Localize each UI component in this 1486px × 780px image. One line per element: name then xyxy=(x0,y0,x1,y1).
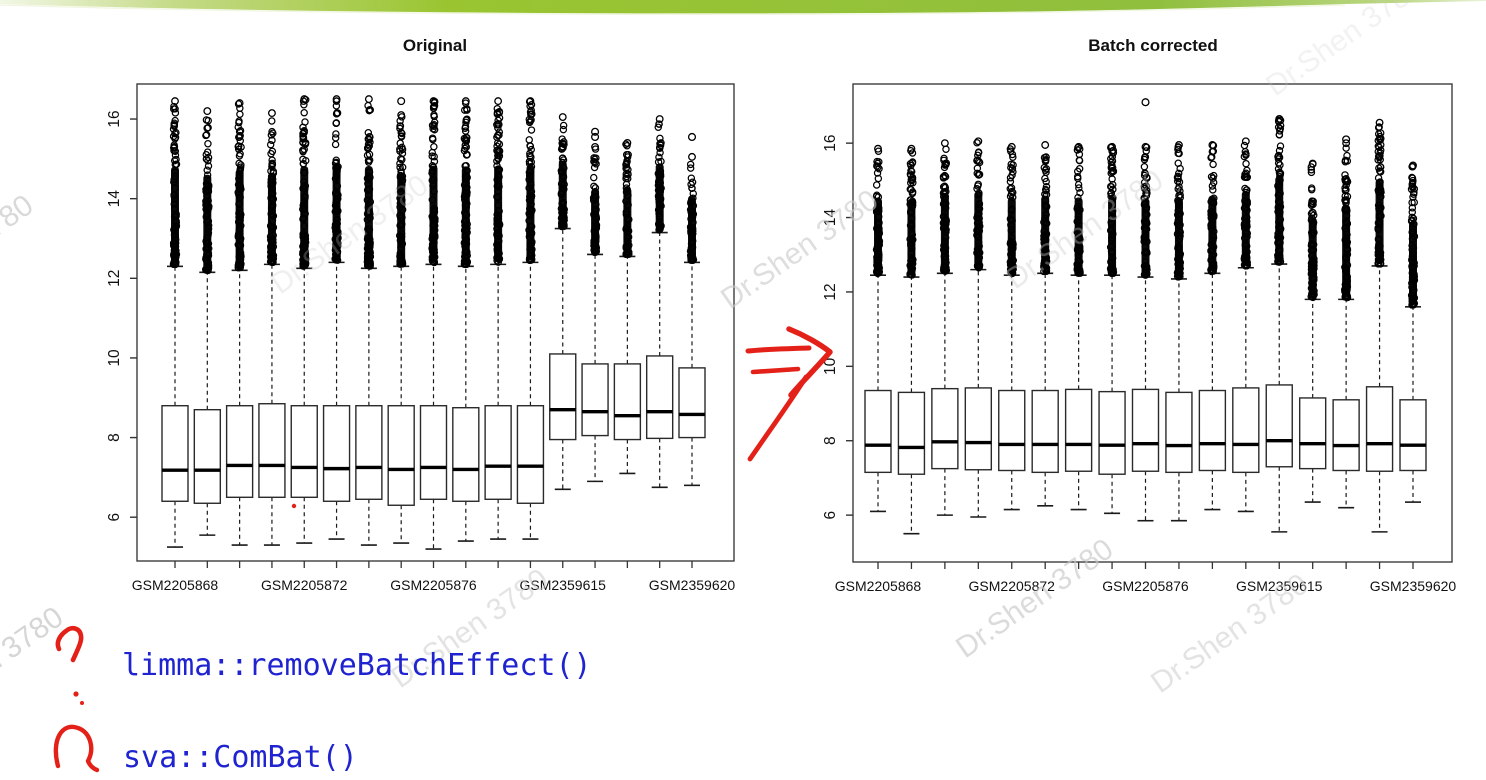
y-axis: 6 8 10 12 14 16 xyxy=(822,135,853,520)
green-swoosh-banner xyxy=(0,0,1486,16)
boxplot-canvas: 6 8 10 12 14 16 GSM2205868 GSM2205872 GSM2205876… xyxy=(822,83,1457,594)
boxplot-sample xyxy=(1399,161,1427,503)
boxplot-sample xyxy=(1098,142,1126,515)
x-tick-label: GSM2205876 xyxy=(390,577,477,593)
y-tick-label: 14 xyxy=(106,190,123,208)
y-tick-label: 6 xyxy=(106,513,123,522)
x-axis: GSM2205868 GSM2205872 GSM2205876 GSM2359615… xyxy=(835,562,1457,594)
y-tick-label: 12 xyxy=(822,283,839,300)
boxplot-sample xyxy=(419,97,448,550)
right-chart-title: Batch corrected xyxy=(1088,36,1218,55)
boxplot-sample xyxy=(549,113,577,491)
plot-border xyxy=(852,83,1453,563)
boxplot-sample xyxy=(355,95,383,546)
batch-corrected-boxplot-chart: 6 8 10 12 14 16 GSM2205868 GSM2205872 GSM2205876… xyxy=(780,20,1486,640)
boxplot-sample xyxy=(1198,141,1227,511)
boxplot-sample xyxy=(1031,141,1059,507)
boxplot-sample xyxy=(645,115,674,489)
boxplot-sample xyxy=(678,132,706,487)
y-tick-label: 16 xyxy=(106,110,123,127)
x-tick-label: GSM2205872 xyxy=(261,577,348,593)
code-limma-remove-batch-effect: limma::removeBatchEffect() xyxy=(122,648,592,683)
boxplot-sample xyxy=(964,137,993,518)
y-tick-label: 8 xyxy=(106,433,123,442)
x-tick-label: GSM2205876 xyxy=(1102,578,1189,594)
boxplot-sample xyxy=(1365,118,1394,533)
y-tick-label: 14 xyxy=(822,209,839,227)
y-tick-label: 10 xyxy=(822,357,839,375)
boxplot-sample xyxy=(998,142,1026,511)
y-tick-label: 12 xyxy=(106,270,123,287)
boxplot-sample xyxy=(161,97,189,548)
boxplot-sample xyxy=(581,127,609,483)
x-tick-label: GSM2205872 xyxy=(969,578,1056,594)
boxplot-sample xyxy=(1131,98,1160,522)
x-tick-label: GSM2359620 xyxy=(1370,578,1457,594)
left-chart-title: Original xyxy=(402,36,468,55)
boxplot-sample xyxy=(1298,159,1327,503)
plot-border xyxy=(136,83,735,562)
y-tick-label: 16 xyxy=(822,135,839,152)
boxplot-sample xyxy=(193,107,222,536)
x-tick-label: GSM2359620 xyxy=(649,577,736,593)
y-tick-label: 8 xyxy=(822,436,839,445)
y-axis: 6 8 10 12 14 16 xyxy=(106,110,137,522)
boxplot-sample xyxy=(452,97,480,542)
boxplot-sample xyxy=(322,95,351,540)
boxplot-sample xyxy=(1165,141,1193,522)
boxplot-sample xyxy=(387,97,415,544)
code-sva-combat: sva::ComBat() xyxy=(123,740,358,775)
boxplot-sample xyxy=(1064,142,1093,511)
boxplot-sample xyxy=(1332,135,1360,509)
boxplot-sample xyxy=(931,139,959,516)
boxplot-sample xyxy=(864,144,892,513)
boxplot-sample xyxy=(897,144,926,535)
boxplot-sample xyxy=(516,97,545,540)
boxplot-sample xyxy=(1232,137,1260,513)
boxplot-canvas: 6 8 10 12 14 16 GSM2205868 GSM2205872 GSM2205876… xyxy=(106,83,736,593)
x-tick-label: GSM2205868 xyxy=(835,578,922,594)
boxplot-sample xyxy=(290,95,318,544)
x-tick-label: GSM2359615 xyxy=(1236,578,1323,594)
boxplot-sample xyxy=(484,97,512,540)
x-tick-label: GSM2205868 xyxy=(132,577,219,593)
y-tick-label: 10 xyxy=(106,349,123,367)
boxplot-sample xyxy=(613,138,642,475)
red-circle-annotation xyxy=(53,724,100,773)
x-tick-label: GSM2359615 xyxy=(520,577,607,593)
original-boxplot-chart: 6 8 10 12 14 16 GSM2205868 GSM2205872 GSM2205876… xyxy=(60,20,760,640)
x-axis: GSM2205868 GSM2205872 GSM2205876 GSM2359615… xyxy=(132,561,736,593)
boxplot-sample xyxy=(225,99,254,546)
boxplot-sample xyxy=(1265,115,1293,533)
y-tick-label: 6 xyxy=(822,511,839,520)
boxplot-sample xyxy=(258,109,286,546)
